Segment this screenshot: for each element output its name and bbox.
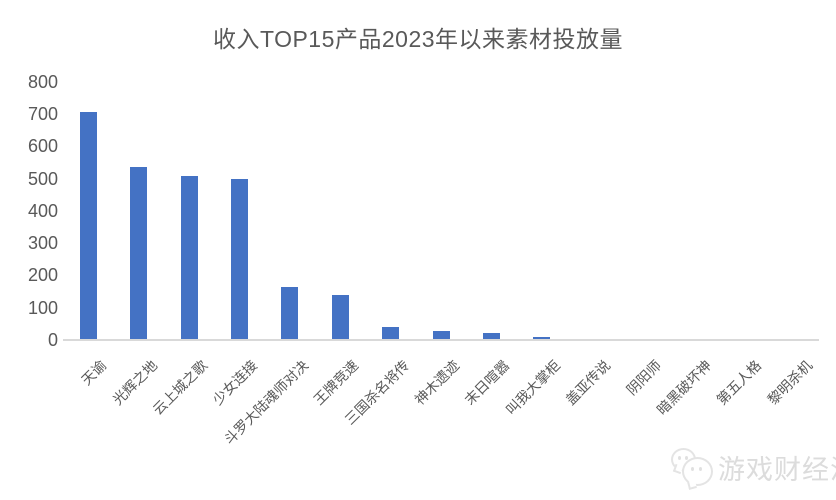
y-axis-tick-label: 200	[27, 265, 58, 286]
bar-末日喧嚣	[482, 333, 500, 340]
bar-王牌竞速	[331, 294, 349, 340]
bar-少女连接	[230, 178, 248, 340]
bar-神木遗迹	[432, 330, 450, 340]
watermark-text: 游戏财经汇	[718, 455, 836, 485]
bar-叫我大掌柜	[533, 336, 551, 340]
bar-光辉之地	[130, 167, 148, 340]
y-axis-tick-label: 0	[47, 330, 58, 350]
bar-天谕	[79, 112, 97, 340]
y-axis-tick-label: 100	[27, 297, 58, 318]
chat-bubbles-logo-icon	[670, 448, 714, 490]
bar-云上城之歌	[180, 176, 198, 340]
y-axis-tick-label: 300	[27, 233, 58, 254]
y-axis-tick-label: 700	[27, 103, 58, 124]
y-axis-tick-label: 400	[27, 200, 58, 221]
watermark: 游戏财经汇	[670, 446, 836, 494]
bar-三国杀名将传	[382, 327, 400, 340]
y-axis-tick-label: 800	[27, 71, 58, 92]
chart-title: 收入TOP15产品2023年以来素材投放量	[212, 26, 624, 52]
bar-斗罗大陆魂师对决	[281, 286, 299, 340]
y-axis-tick-label: 500	[27, 168, 58, 189]
x-axis-line	[63, 339, 819, 341]
y-axis-tick-label: 600	[27, 136, 58, 157]
